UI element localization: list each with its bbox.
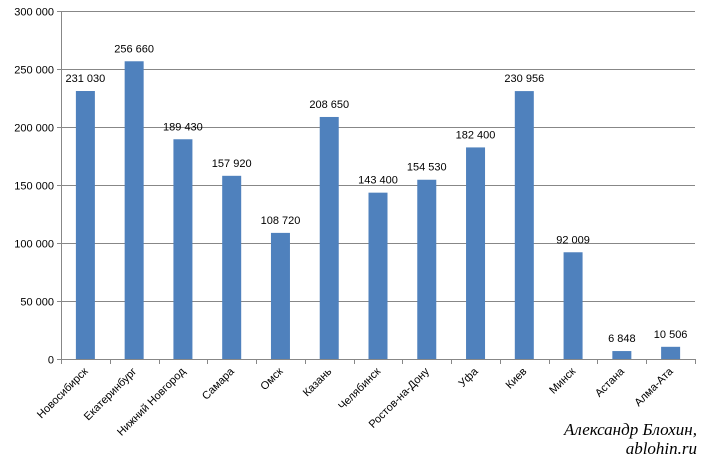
data-label: 256 660 (114, 43, 154, 55)
data-label: 143 400 (358, 175, 398, 187)
category-label: Астана (593, 365, 628, 400)
y-tick-label: 150 000 (14, 181, 54, 193)
bar (368, 192, 388, 359)
data-label: 6 848 (608, 333, 636, 345)
category-label: Алма-Ата (632, 365, 676, 409)
bar (222, 175, 242, 359)
data-label: 92 009 (556, 234, 590, 246)
y-tick-label: 300 000 (14, 7, 54, 19)
category-label: Киев (504, 366, 530, 392)
category-label: Омск (258, 366, 285, 393)
data-label: 231 030 (66, 73, 106, 85)
bar (173, 139, 193, 359)
y-tick-label: 0 (48, 355, 54, 367)
data-label: 208 650 (309, 99, 349, 111)
category-label: Уфа (457, 365, 482, 390)
data-label: 10 506 (654, 329, 688, 341)
data-label: 189 430 (163, 121, 203, 133)
y-tick-label: 200 000 (14, 123, 54, 135)
bar (124, 61, 144, 359)
y-tick-label: 50 000 (20, 297, 54, 309)
bar (319, 116, 339, 359)
data-label: 157 920 (212, 158, 252, 170)
y-axis-tick-labels: 0 50 000 100 000 150 000 200 000 250 000 300 0… (14, 7, 54, 367)
bar (75, 91, 95, 360)
bars (75, 61, 681, 360)
category-label: Самара (200, 365, 237, 402)
category-label: Челябинск (336, 366, 383, 413)
bar (270, 232, 290, 359)
y-tick-label: 100 000 (14, 239, 54, 251)
data-label: 182 400 (456, 129, 496, 141)
data-labels: 231 030 256 660 189 430 157 920 108 720 208 6… (66, 43, 688, 345)
bar (466, 147, 486, 359)
author-name: Александр Блохин, (564, 420, 697, 439)
y-tick-label: 250 000 (14, 65, 54, 77)
data-label: 154 530 (407, 162, 447, 174)
author-credit: Александр Блохин, ablohin.ru (564, 420, 697, 458)
category-label: Казань (301, 365, 335, 399)
gridlines (61, 11, 695, 302)
bar (563, 252, 583, 359)
category-label: Минск (547, 366, 578, 397)
bar (661, 346, 681, 359)
bar (417, 179, 437, 359)
data-label: 108 720 (261, 215, 301, 227)
bar (514, 91, 534, 360)
data-label: 230 956 (504, 73, 544, 85)
site-url: ablohin.ru (625, 439, 697, 458)
axes (57, 11, 696, 364)
bar (612, 351, 632, 359)
